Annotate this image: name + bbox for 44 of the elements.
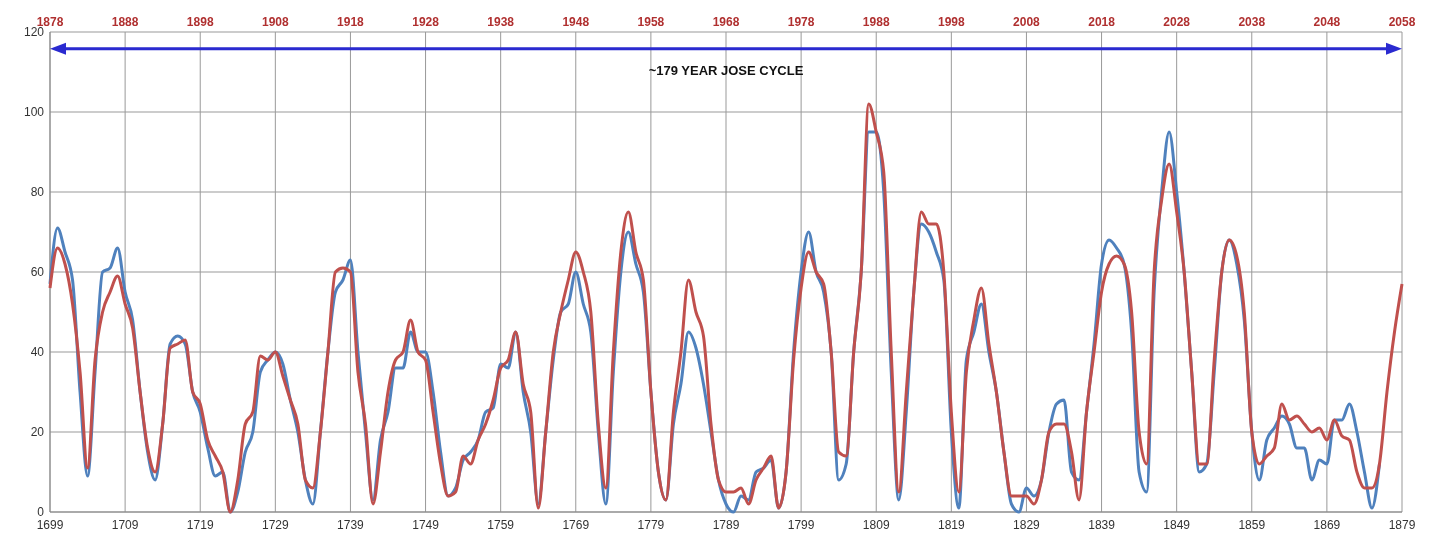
x-tick-label: 1749 bbox=[412, 518, 440, 532]
x2-tick-label: 1918 bbox=[337, 15, 365, 29]
x-tick-label: 1829 bbox=[1013, 518, 1041, 532]
y-tick-label: 0 bbox=[37, 505, 45, 520]
x2-tick-label: 2008 bbox=[1013, 15, 1041, 29]
x2-tick-label: 2058 bbox=[1388, 15, 1416, 29]
x2-tick-label: 1978 bbox=[787, 15, 815, 29]
x2-tick-label: 2018 bbox=[1088, 15, 1116, 29]
x-tick-label: 1759 bbox=[487, 518, 515, 532]
x2-tick-label: 1898 bbox=[186, 15, 214, 29]
x2-tick-label: 2038 bbox=[1238, 15, 1266, 29]
x-tick-label: 1709 bbox=[111, 518, 139, 532]
annotation: ~179 YEAR JOSE CYCLE bbox=[648, 62, 804, 78]
x-tick-label: 1719 bbox=[186, 518, 214, 532]
x2-tick-label: 1928 bbox=[412, 15, 440, 29]
x-tick-label: 1809 bbox=[862, 518, 890, 532]
x2-tick-label: 2028 bbox=[1163, 15, 1191, 29]
x-tick-label: 1779 bbox=[637, 518, 665, 532]
x2-tick-label: 1888 bbox=[111, 15, 139, 29]
x2-tick-label: 1938 bbox=[487, 15, 515, 29]
x-tick-label: 1879 bbox=[1388, 518, 1416, 532]
x-tick-label: 1849 bbox=[1163, 518, 1191, 532]
y-tick-label: 100 bbox=[23, 105, 45, 120]
x-tick-label: 1769 bbox=[562, 518, 590, 532]
y-tick-label: 80 bbox=[30, 185, 45, 200]
y-tick-label: 20 bbox=[30, 425, 45, 440]
x-tick-label: 1729 bbox=[261, 518, 289, 532]
x-tick-label: 1699 bbox=[36, 518, 64, 532]
x2-tick-label: 1998 bbox=[937, 15, 965, 29]
y-tick-label: 60 bbox=[30, 265, 45, 280]
x-tick-label: 1799 bbox=[787, 518, 815, 532]
x2-tick-label: 1958 bbox=[637, 15, 665, 29]
x2-tick-label: 1968 bbox=[712, 15, 740, 29]
x-tick-label: 1789 bbox=[712, 518, 740, 532]
x2-tick-label: 1908 bbox=[261, 15, 289, 29]
x-tick-label: 1739 bbox=[337, 518, 365, 532]
x-tick-label: 1859 bbox=[1238, 518, 1266, 532]
x2-tick-label: 2048 bbox=[1313, 15, 1341, 29]
x2-tick-label: 1948 bbox=[562, 15, 590, 29]
x-tick-label: 1839 bbox=[1088, 518, 1116, 532]
x2-tick-label: 1988 bbox=[862, 15, 890, 29]
y-tick-label: 40 bbox=[30, 345, 45, 360]
x-tick-label: 1819 bbox=[937, 518, 965, 532]
x-tick-label: 1869 bbox=[1313, 518, 1341, 532]
